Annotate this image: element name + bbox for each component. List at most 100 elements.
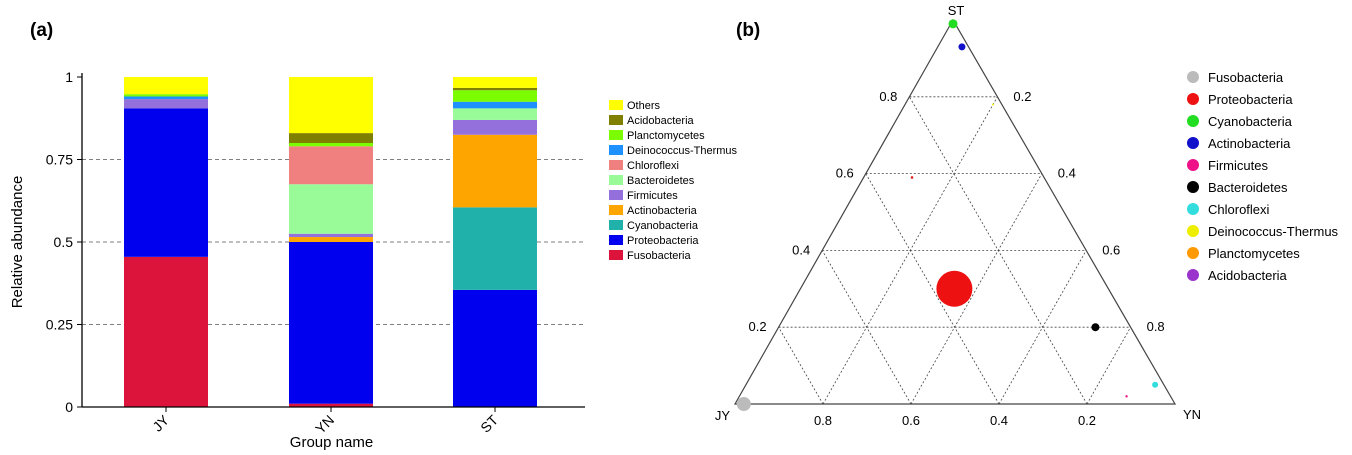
bar-chart-legend: Others Acidobacteria Planctomycetes Deinoco… [609,100,738,262]
legend-label: Cyanobacteria [1208,114,1293,129]
bar-segment [289,242,373,404]
bar-segment [124,77,208,95]
legend-marker [1187,137,1199,149]
bar-segment [124,256,208,407]
left-tick-label: 0.6 [836,166,854,181]
legend-label: Actinobacteria [1208,136,1291,151]
legend-label: Acidobacteria [627,115,695,127]
bar-segment [124,94,208,97]
bottom-tick-label: 0.4 [990,413,1008,428]
legend-marker [1187,71,1199,83]
bottom-tick-label: 0.6 [902,413,920,428]
legend-label: Deinococcus-Thermus [1208,224,1339,239]
legend-label: Bacteroidetes [627,175,695,187]
bar-segment [453,101,537,109]
y-tick-label: 0 [65,399,73,415]
y-tick-label: 0.5 [54,234,74,250]
legend-swatch [609,175,623,185]
legend-label: Cyanobacteria [627,220,699,232]
ternary-gridline [998,250,1087,405]
legend-label: Firmicutes [627,190,678,202]
bar-segment [453,207,537,290]
legend-swatch [609,100,623,110]
ternary-point [1091,323,1100,332]
legend-label: Acidobacteria [1208,268,1288,283]
bottom-tick-label: 0.2 [1078,413,1096,428]
legend-label: Chloroflexi [1208,202,1270,217]
legend-swatch [609,250,623,260]
legend-label: Chloroflexi [627,160,679,172]
right-tick-label: 0.4 [1058,166,1076,181]
bar-segment [289,146,373,185]
legend-marker [1187,203,1199,215]
right-tick-label: 0.8 [1147,319,1165,334]
bar-segment [124,96,208,100]
bar-segment [124,99,208,109]
left-tick-label: 0.4 [792,242,810,257]
legend-swatch [609,205,623,215]
bar-segment [453,134,537,208]
legend-swatch [609,130,623,140]
ternary-point [736,397,751,411]
bar-segment [289,403,373,407]
bar-segment [124,108,208,257]
legend-label: Planctomycetes [627,130,705,142]
vertex-label-yn: YN [1183,407,1201,422]
legend-label: Fusobacteria [627,250,691,262]
bar-segment [453,119,537,135]
legend-label: Fusobacteria [1208,70,1284,85]
bottom-tick-label: 0.8 [814,413,832,428]
legend-marker [1187,181,1199,193]
panel-a-label: (a) [30,20,53,41]
ternary-gridline [1086,327,1131,405]
legend-marker [1187,225,1199,237]
ternary-gridline [821,250,912,405]
bar-segment [453,87,537,91]
ternary-point [1152,381,1159,388]
legend-swatch [609,235,623,245]
legend-swatch [609,190,623,200]
bar-segment [289,133,373,143]
legend-label: Actinobacteria [627,205,698,217]
ternary-point [992,103,995,106]
ternary-point [958,43,966,51]
y-axis-title: Relative abundance [9,176,26,309]
panel-b-label: (b) [736,20,760,41]
bar-segment [453,289,537,407]
legend-label: Deinococcus-Thermus [627,145,738,157]
bar-segment [289,233,373,238]
vertex-label-jy: JY [715,408,731,423]
bar-segment [289,237,373,242]
x-axis-title: Group name [290,434,373,451]
bar-segment [453,108,537,120]
legend-marker [1187,93,1199,105]
legend-swatch [609,145,623,155]
right-tick-label: 0.6 [1102,242,1120,257]
y-tick-label: 0.75 [46,152,73,168]
x-tick-label: ST [477,411,501,435]
ternary-gridline [910,173,1043,405]
legend-label: Planctomycetes [1208,246,1300,261]
ternary-point [948,19,958,29]
legend-label: Others [627,100,661,112]
bar-segment [289,184,373,234]
y-tick-label: 1 [65,69,73,85]
legend-marker [1187,115,1199,127]
x-tick-label: JY [149,411,172,434]
bar-segment [453,77,537,88]
legend-marker [1187,159,1199,171]
right-tick-label: 0.2 [1013,89,1031,104]
legend-label: Proteobacteria [627,235,699,247]
bar-segment [289,77,373,134]
ternary-gridline [865,173,1000,405]
legend-label: Firmicutes [1208,158,1268,173]
ternary-plot: ST JY YN 0.8 0.6 0.4 0.2 0.2 0.4 0.6 0.8 0.8 0.6 0.4 0… [715,3,1201,428]
bar-segment [453,90,537,102]
ternary-point [1125,395,1128,398]
bar-segment [289,143,373,147]
ternary-gridline [778,326,824,405]
legend-swatch [609,115,623,125]
ternary-frame [733,18,1177,405]
